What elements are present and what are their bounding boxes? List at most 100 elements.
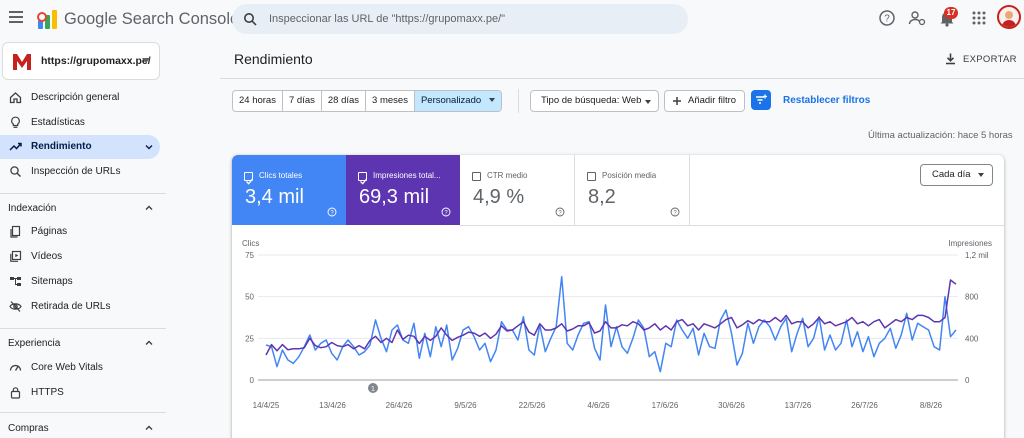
metric-label: Impresiones total...	[373, 171, 441, 180]
nav-overview[interactable]: Descripción general	[0, 86, 160, 110]
help-icon[interactable]: ?	[878, 9, 896, 27]
checkbox-checked-icon	[358, 172, 368, 185]
checkbox-checked-icon	[244, 172, 254, 185]
x-tick-label: 4/6/26	[587, 401, 610, 410]
y-axis-label-left: Clics	[242, 239, 259, 248]
filter-icon	[756, 94, 767, 104]
x-tick-label: 26/7/26	[851, 401, 878, 410]
nav-https[interactable]: HTTPS	[0, 381, 160, 405]
nav-label: Core Web Vitals	[31, 362, 103, 373]
section-label: Compras	[8, 423, 49, 434]
download-icon	[946, 53, 955, 65]
metric-label: Posición media	[602, 171, 657, 180]
account-avatar[interactable]	[997, 5, 1021, 29]
y-tick-right: 400	[965, 334, 979, 343]
metric-value: 8,2	[588, 186, 616, 208]
x-tick-label: 22/5/26	[519, 401, 546, 410]
nav-label: Retirada de URLs	[31, 301, 111, 312]
nav-videos[interactable]: Vídeos	[0, 245, 160, 269]
section-label: Indexación	[8, 203, 57, 214]
nav-insights[interactable]: Estadísticas	[0, 111, 160, 135]
metric-clicks[interactable]: Clics totales 3,4 mil ?	[232, 155, 346, 225]
add-filter-button[interactable]: Añadir filtro	[664, 90, 745, 112]
nav-label: Estadísticas	[31, 117, 85, 128]
range-24h-button[interactable]: 24 horas	[233, 91, 283, 111]
svg-text:?: ?	[330, 210, 334, 216]
performance-card: Clics totales 3,4 mil ? Impresiones tota…	[232, 155, 1004, 438]
checkbox-unchecked-icon	[587, 172, 596, 181]
gauge-icon	[9, 364, 22, 371]
menu-icon[interactable]	[9, 11, 23, 23]
annotation-marker[interactable]	[368, 383, 378, 393]
range-3m-button[interactable]: 3 meses	[366, 91, 415, 111]
video-icon	[10, 250, 22, 262]
chevron-up-icon	[145, 340, 153, 345]
filter-settings-button[interactable]	[751, 90, 771, 110]
nav-removals[interactable]: Retirada de URLs	[0, 295, 160, 319]
trending-up-icon	[9, 142, 22, 151]
nav-pages[interactable]: Páginas	[0, 220, 160, 244]
app-brand[interactable]: Google Search Console	[64, 10, 240, 28]
nav-url-inspection[interactable]: Inspección de URLs	[0, 160, 160, 184]
y-tick-left: 50	[245, 293, 254, 302]
add-filter-label: Añadir filtro	[688, 95, 737, 106]
caret-down-icon	[978, 173, 984, 177]
range-28d-button[interactable]: 28 días	[322, 91, 367, 111]
apps-grid-icon[interactable]	[970, 9, 988, 27]
nav-sitemaps[interactable]: Sitemaps	[0, 270, 160, 294]
metric-position[interactable]: Posición media 8,2 ?	[575, 155, 689, 225]
metric-row-divider	[460, 225, 1004, 226]
help-icon[interactable]: ?	[670, 207, 680, 217]
nav-label: Sitemaps	[31, 276, 73, 287]
sidebar: https://grupomaxx.pe/ Descripción genera…	[0, 38, 170, 438]
section-label: Experiencia	[8, 338, 61, 349]
help-icon[interactable]: ?	[327, 207, 337, 217]
url-inspection-search[interactable]: Inspeccionar las URL de "https://grupoma…	[232, 4, 688, 34]
help-icon[interactable]: ?	[441, 207, 451, 217]
metric-ctr[interactable]: CTR medio 4,9 % ?	[460, 155, 574, 225]
property-selector[interactable]: https://grupomaxx.pe/	[2, 42, 160, 80]
page-title: Rendimiento	[234, 51, 313, 67]
plus-icon	[673, 97, 681, 105]
metric-label: CTR medio	[487, 171, 528, 180]
x-tick-label: 17/6/26	[652, 401, 679, 410]
nav-core-web-vitals[interactable]: Core Web Vitals	[0, 356, 160, 380]
search-input[interactable]: Inspeccionar las URL de "https://grupoma…	[269, 13, 506, 25]
metric-separator	[689, 155, 690, 225]
section-experience[interactable]: Experiencia	[0, 332, 160, 354]
section-shopping[interactable]: Compras	[0, 417, 160, 438]
chevron-up-icon	[145, 425, 153, 430]
x-tick-label: 8/8/26	[920, 401, 943, 410]
divider	[0, 328, 166, 329]
top-bar: Google Search Console Inspeccionar las U…	[0, 0, 1024, 38]
help-icon[interactable]: ?	[555, 207, 565, 217]
svg-text:?: ?	[673, 210, 677, 216]
y-tick-right: 1,2 mil	[965, 251, 989, 260]
manage-users-icon[interactable]	[908, 9, 926, 27]
series-line-impressions	[265, 279, 957, 356]
search-type-dropdown[interactable]: Tipo de búsqueda: Web	[530, 90, 659, 112]
svg-text:?: ?	[558, 210, 562, 216]
eye-off-icon	[9, 301, 22, 312]
section-indexing[interactable]: Indexación	[0, 197, 160, 219]
property-logo-icon	[13, 54, 31, 70]
metric-impressions[interactable]: Impresiones total... 69,3 mil ?	[346, 155, 460, 225]
nav-label: Vídeos	[31, 251, 63, 262]
y-tick-right: 800	[965, 293, 979, 302]
notifications-badge: 17	[944, 7, 958, 19]
caret-down-icon	[489, 98, 496, 103]
checkbox-unchecked-icon	[472, 172, 481, 181]
caret-down-icon	[645, 100, 651, 104]
granularity-dropdown[interactable]: Cada día	[920, 164, 993, 186]
chevron-down-icon	[145, 145, 153, 150]
metric-separator	[574, 155, 575, 225]
x-tick-label: 13/4/26	[319, 401, 346, 410]
range-custom-button[interactable]: Personalizado	[414, 91, 502, 111]
series-line-clicks	[265, 275, 957, 373]
reset-filters-link[interactable]: Restablecer filtros	[783, 95, 871, 106]
metric-label: Clics totales	[259, 171, 303, 180]
granularity-label: Cada día	[932, 169, 971, 180]
nav-performance[interactable]: Rendimiento	[0, 135, 160, 159]
pages-icon	[10, 225, 21, 238]
range-7d-button[interactable]: 7 días	[283, 91, 322, 111]
